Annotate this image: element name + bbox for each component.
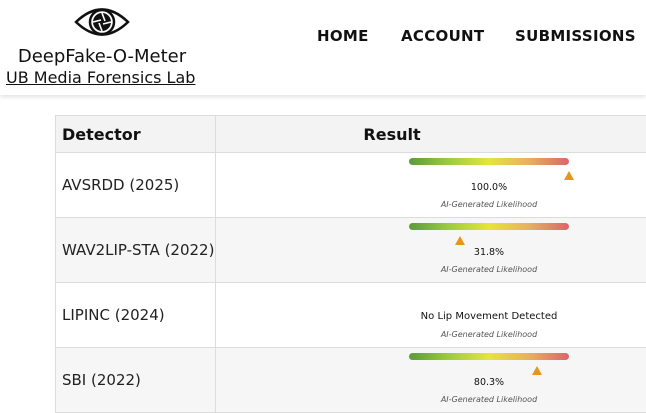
- nav-home[interactable]: HOME: [317, 27, 369, 45]
- eye-aperture-icon[interactable]: [74, 3, 130, 41]
- brand-title: DeepFake-O-Meter: [17, 46, 187, 67]
- detector-name: SBI (2022): [55, 347, 216, 413]
- table-row: AVSRDD (2025) 100.0% AI-Generated Likeli…: [55, 152, 646, 218]
- nav-account[interactable]: ACCOUNT: [401, 27, 485, 45]
- detector-name: AVSRDD (2025): [55, 152, 216, 218]
- result-cell: 100.0% AI-Generated Likelihood: [215, 152, 646, 218]
- table-header-row: Detector Result: [55, 115, 646, 153]
- gauge-marker-icon: [454, 236, 465, 245]
- detector-column-header: Detector: [55, 115, 216, 153]
- result-cell: 31.8% AI-Generated Likelihood: [215, 217, 646, 283]
- lab-link[interactable]: UB Media Forensics Lab: [6, 68, 196, 87]
- likelihood-score: 31.8%: [473, 247, 505, 258]
- likelihood-caption: AI-Generated Likelihood: [440, 265, 538, 274]
- likelihood-gauge: [409, 353, 569, 375]
- likelihood-gauge: [409, 158, 574, 180]
- no-lip-movement-message: No Lip Movement Detected: [420, 311, 558, 322]
- table-row: LIPINC (2024) No Lip Movement Detected A…: [55, 282, 646, 348]
- nav-submissions[interactable]: SUBMISSIONS: [515, 27, 636, 45]
- likelihood-caption: AI-Generated Likelihood: [440, 395, 538, 404]
- result-cell: 80.3% AI-Generated Likelihood: [215, 347, 646, 413]
- likelihood-caption: AI-Generated Likelihood: [440, 330, 538, 339]
- table-row: SBI (2022) 80.3% AI-Generated Likelihood: [55, 347, 646, 413]
- detector-name: LIPINC (2024): [55, 282, 216, 348]
- table-row: WAV2LIP-STA (2022) 31.8% AI-Generated Li…: [55, 217, 646, 283]
- result-column-header: Result: [215, 115, 646, 153]
- site-header: DeepFake-O-Meter UB Media Forensics Lab …: [0, 0, 646, 95]
- detector-name: WAV2LIP-STA (2022): [55, 217, 216, 283]
- results-table: Detector Result AVSRDD (2025) 100.0% AI-…: [55, 115, 646, 413]
- likelihood-gauge: [409, 223, 569, 245]
- gauge-marker-icon: [564, 171, 574, 180]
- result-cell: No Lip Movement Detected AI-Generated Li…: [215, 282, 646, 348]
- likelihood-caption: AI-Generated Likelihood: [440, 200, 538, 209]
- likelihood-score: 100.0%: [470, 182, 508, 193]
- likelihood-score: 80.3%: [473, 377, 505, 388]
- gauge-marker-icon: [532, 366, 543, 375]
